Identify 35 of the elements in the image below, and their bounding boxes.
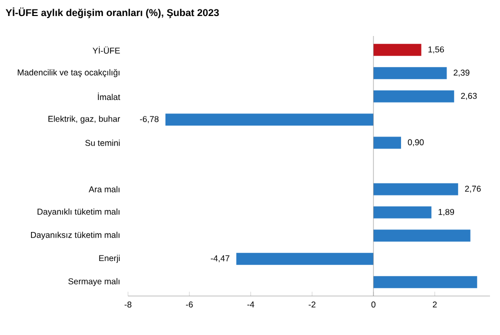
bar [373, 136, 402, 149]
bar [165, 114, 374, 126]
bar [373, 230, 470, 242]
y-tick-label: Sermaye malı [68, 278, 120, 286]
y-tick-label: Madencilik ve taş ocakçılığı [18, 69, 120, 78]
bar [373, 44, 422, 56]
y-tick-label: Dayanıklı tüketim malı [38, 208, 120, 216]
chart-title: Yİ-ÜFE aylık değişim oranları (%), Şubat 2023 [6, 8, 219, 18]
bar [236, 252, 374, 265]
y-tick-label: Elektrik, gaz, buhar [48, 116, 120, 124]
y-tick-label: Su temini [85, 140, 120, 146]
y-tick-label: Dayanıksız tüketim malı [31, 232, 120, 240]
bar [373, 206, 432, 218]
data-label: -6,78 [140, 116, 159, 124]
data-label: 2,63 [461, 92, 477, 100]
y-tick-label: Ara malı [88, 186, 120, 192]
bar [373, 276, 478, 288]
x-tick-label: -2 [308, 302, 316, 308]
bar [373, 67, 447, 80]
data-label: -4,47 [210, 255, 230, 262]
data-label: 0,90 [408, 139, 424, 146]
y-tick-label: İmalat [98, 92, 120, 100]
y-tick-label: Yİ-ÜFE [92, 46, 120, 54]
data-label: 1,89 [438, 208, 454, 216]
bar [373, 90, 454, 102]
data-label: 2,76 [465, 186, 481, 193]
bar [373, 183, 458, 196]
x-tick-label: 0 [371, 302, 376, 308]
x-tick-label: -6 [186, 302, 193, 308]
y-tick-label: Enerji [99, 254, 120, 263]
data-label: 1,56 [428, 46, 444, 54]
x-tick-label: -8 [124, 302, 132, 308]
data-label: 2,39 [454, 70, 470, 77]
x-tick-label: -4 [247, 302, 254, 308]
x-tick-label: 2 [432, 302, 437, 308]
